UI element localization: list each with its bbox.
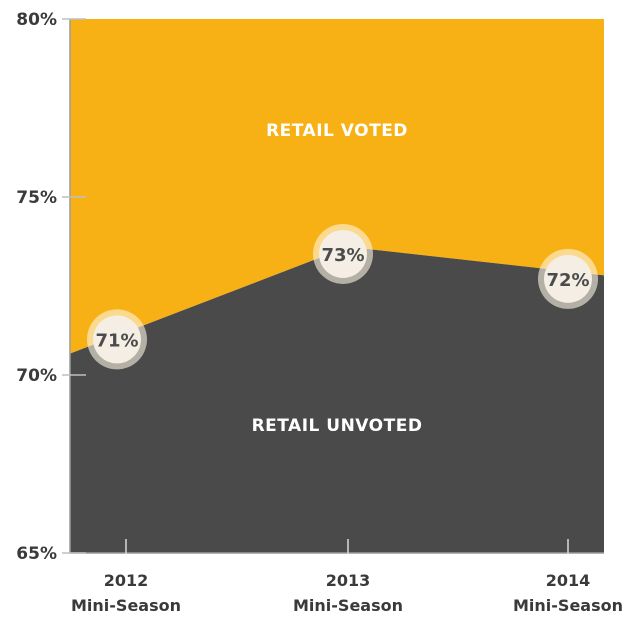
data-marker-circle bbox=[93, 315, 141, 364]
x-tick-label-year: 2014 bbox=[546, 571, 591, 590]
area-retail-unvoted bbox=[70, 246, 604, 553]
x-tick-label-year: 2012 bbox=[104, 571, 149, 590]
y-tick-label: 75% bbox=[16, 188, 57, 208]
data-marker: 72% bbox=[538, 248, 598, 309]
data-marker: 71% bbox=[87, 309, 147, 370]
data-marker: 73% bbox=[313, 223, 373, 284]
region-label-retail-unvoted: RETAIL UNVOTED bbox=[252, 416, 423, 436]
data-label: 72% bbox=[546, 270, 589, 291]
data-label: 71% bbox=[95, 330, 138, 351]
axes bbox=[69, 19, 604, 554]
region-labels: RETAIL VOTED RETAIL UNVOTED bbox=[252, 121, 423, 436]
data-label: 73% bbox=[321, 245, 364, 266]
x-axis-ticks: 2012 Mini-Season 2013 Mini-Season 2014 Mini-S… bbox=[71, 539, 623, 615]
region-label-retail-voted: RETAIL VOTED bbox=[266, 121, 408, 141]
area-retail-voted bbox=[70, 19, 604, 354]
y-tick-label: 70% bbox=[16, 366, 57, 386]
x-tick-label-sublabel: Mini-Season bbox=[71, 596, 181, 615]
x-tick-label-sublabel: Mini-Season bbox=[293, 596, 403, 615]
data-marker-circle bbox=[319, 229, 367, 278]
x-tick-label-sublabel: Mini-Season bbox=[513, 596, 623, 615]
data-marker-circle bbox=[544, 254, 592, 303]
areas bbox=[70, 19, 604, 553]
y-axis-ticks: 65% 70% 75% 80% bbox=[16, 10, 86, 564]
y-tick-label: 80% bbox=[16, 10, 57, 30]
y-tick-label: 65% bbox=[16, 544, 57, 564]
data-markers: 71% 73% 72% bbox=[87, 223, 598, 370]
x-tick-label-year: 2013 bbox=[326, 571, 371, 590]
